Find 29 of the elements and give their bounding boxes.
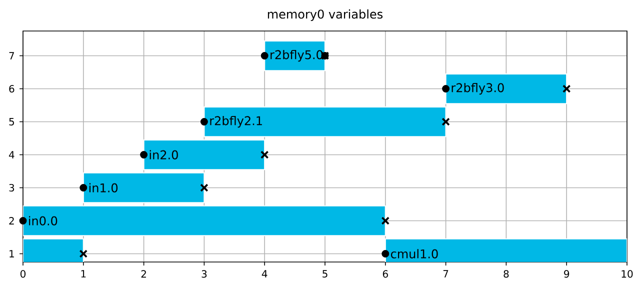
x-tick-label: 1 — [81, 270, 86, 278]
bar — [445, 73, 568, 104]
annotation: cmul1.0 — [390, 249, 438, 258]
x-tick-label: 2 — [141, 270, 146, 278]
bar — [204, 106, 446, 138]
x-tick-label: 5 — [322, 270, 328, 278]
x-tick-label: 9 — [564, 270, 570, 278]
y-tick-label: 6 — [9, 84, 14, 93]
x-tick-label: 0 — [20, 270, 26, 278]
bar — [82, 172, 205, 204]
x-tick-label: 4 — [262, 270, 268, 278]
annotation: r2bfly2.1 — [210, 116, 262, 128]
y-tick-label: 2 — [9, 217, 14, 224]
y-tick-label: 3 — [9, 184, 14, 192]
y-tick-label: 1 — [10, 250, 14, 258]
x-tick-label: 10 — [622, 270, 633, 278]
annotation: in2.0 — [150, 150, 178, 160]
annotation: in0.0 — [29, 216, 58, 226]
y-tick-label: 4 — [8, 151, 14, 158]
x-tick-label: 7 — [443, 270, 448, 278]
bar — [143, 139, 266, 170]
x-tick-label: 8 — [504, 270, 509, 278]
annotation: in1.0 — [89, 183, 118, 192]
chart-title: memory0 variables — [268, 9, 383, 22]
y-tick-label: 5 — [9, 118, 14, 126]
annotation: r2bfly3.0 — [452, 82, 504, 95]
x-tick-label: 6 — [382, 270, 388, 278]
y-tick-label: 7 — [9, 52, 14, 60]
x-tick-label: 3 — [202, 270, 207, 278]
